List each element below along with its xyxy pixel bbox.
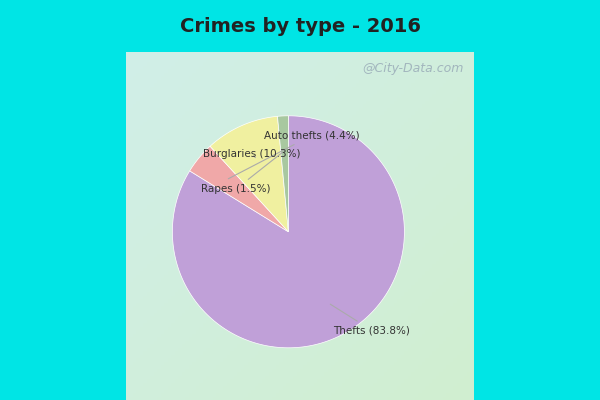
Polygon shape	[277, 116, 289, 232]
Text: Burglaries (10.3%): Burglaries (10.3%)	[203, 149, 300, 159]
Polygon shape	[172, 116, 404, 348]
Text: @City-Data.com: @City-Data.com	[362, 62, 464, 76]
Text: Rapes (1.5%): Rapes (1.5%)	[202, 152, 283, 194]
Text: Thefts (83.8%): Thefts (83.8%)	[331, 304, 410, 335]
Text: Auto thefts (4.4%): Auto thefts (4.4%)	[228, 130, 359, 179]
Polygon shape	[210, 116, 289, 232]
Text: Crimes by type - 2016: Crimes by type - 2016	[179, 16, 421, 36]
Polygon shape	[190, 146, 289, 232]
